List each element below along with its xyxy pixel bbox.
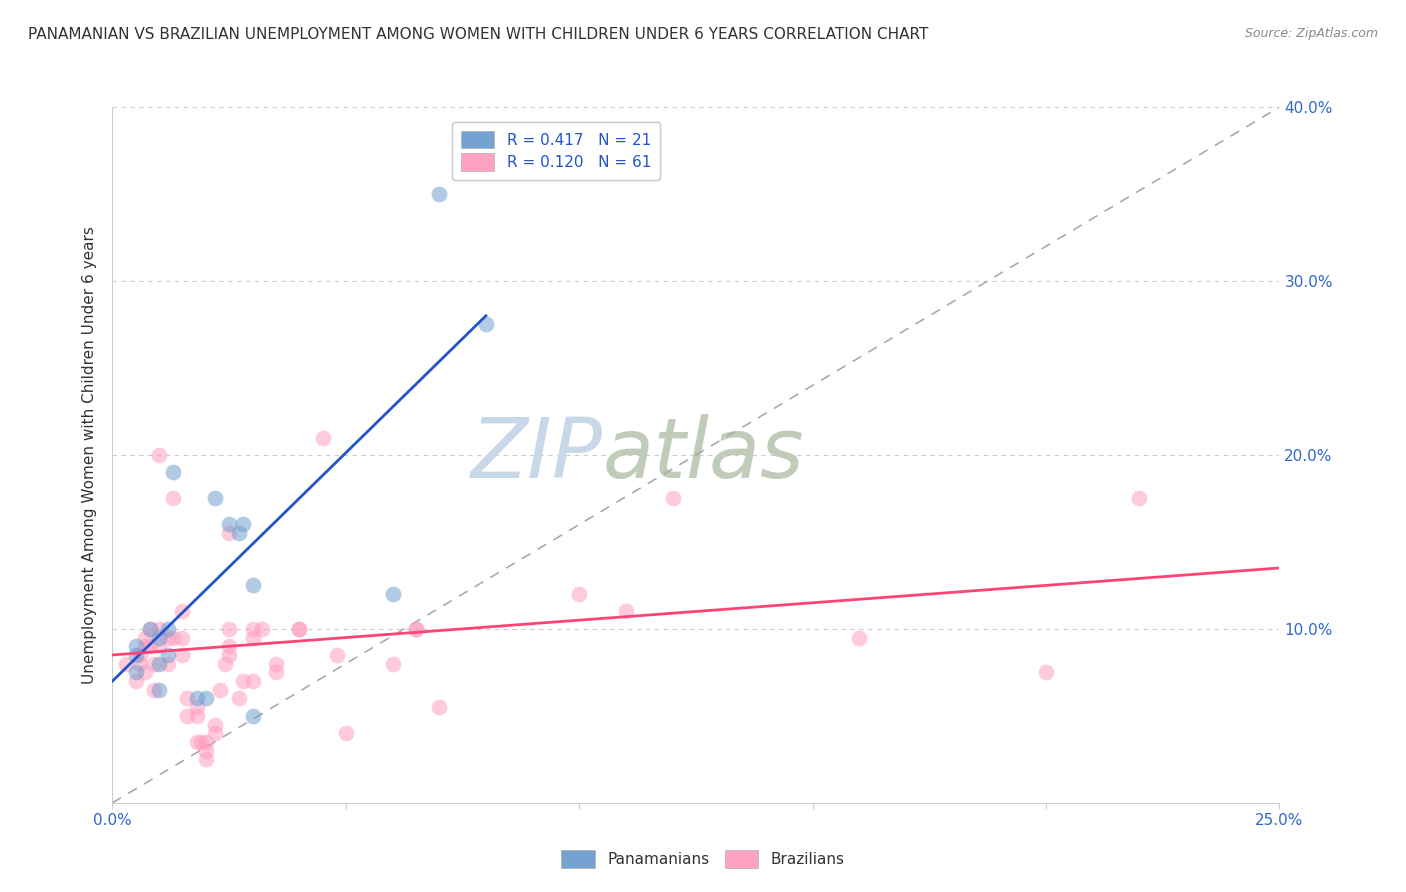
Legend: R = 0.417   N = 21, R = 0.120   N = 61: R = 0.417 N = 21, R = 0.120 N = 61 <box>451 121 661 180</box>
Point <box>218 639 240 653</box>
Text: ZIP: ZIP <box>471 415 603 495</box>
Point <box>148 622 170 636</box>
Point <box>1128 491 1150 506</box>
Point <box>125 674 148 689</box>
Point <box>172 631 194 645</box>
Point <box>208 682 231 697</box>
Point <box>162 631 184 645</box>
Point <box>176 691 198 706</box>
Point <box>157 657 180 671</box>
Text: Source: ZipAtlas.com: Source: ZipAtlas.com <box>1244 27 1378 40</box>
Point <box>129 657 152 671</box>
Point <box>242 708 264 723</box>
Point <box>139 622 162 636</box>
Point <box>134 665 156 680</box>
Point <box>162 491 184 506</box>
Point <box>134 631 156 645</box>
Point <box>232 674 254 689</box>
Point <box>172 648 194 662</box>
Point <box>186 735 208 749</box>
Point <box>427 700 450 714</box>
Point <box>1035 665 1057 680</box>
Point <box>218 622 240 636</box>
Point <box>214 657 236 671</box>
Point <box>848 631 870 645</box>
Text: PANAMANIAN VS BRAZILIAN UNEMPLOYMENT AMONG WOMEN WITH CHILDREN UNDER 6 YEARS COR: PANAMANIAN VS BRAZILIAN UNEMPLOYMENT AMO… <box>28 27 928 42</box>
Point <box>172 605 194 619</box>
Point <box>148 682 170 697</box>
Point <box>162 466 184 480</box>
Point <box>176 708 198 723</box>
Point <box>250 622 273 636</box>
Point <box>335 726 357 740</box>
Text: atlas: atlas <box>603 415 804 495</box>
Point <box>405 622 427 636</box>
Point <box>148 631 170 645</box>
Point <box>139 622 162 636</box>
Point <box>134 639 156 653</box>
Point <box>475 318 498 332</box>
Point <box>264 657 287 671</box>
Point <box>204 717 226 731</box>
Point <box>568 587 591 601</box>
Point <box>325 648 347 662</box>
Point <box>139 639 162 653</box>
Point <box>218 517 240 532</box>
Point <box>157 631 180 645</box>
Point <box>661 491 683 506</box>
Point <box>186 708 208 723</box>
Point <box>194 752 217 766</box>
Point <box>242 674 264 689</box>
Point <box>125 665 148 680</box>
Y-axis label: Unemployment Among Women with Children Under 6 years: Unemployment Among Women with Children U… <box>82 226 97 684</box>
Point <box>194 691 217 706</box>
Point <box>228 691 250 706</box>
Point <box>288 622 311 636</box>
Point <box>129 648 152 662</box>
Point <box>228 526 250 541</box>
Point <box>125 639 148 653</box>
Point <box>157 648 180 662</box>
Point <box>190 735 212 749</box>
Point <box>242 622 264 636</box>
Legend: Panamanians, Brazilians: Panamanians, Brazilians <box>554 843 852 875</box>
Point <box>218 648 240 662</box>
Point <box>288 622 311 636</box>
Point <box>242 631 264 645</box>
Point <box>143 682 166 697</box>
Point <box>194 735 217 749</box>
Point <box>143 657 166 671</box>
Point <box>204 491 226 506</box>
Point <box>614 605 637 619</box>
Point <box>157 622 180 636</box>
Point <box>148 657 170 671</box>
Point <box>311 431 333 445</box>
Point <box>427 187 450 202</box>
Point <box>186 691 208 706</box>
Point <box>218 526 240 541</box>
Point <box>381 657 404 671</box>
Point <box>125 648 148 662</box>
Point <box>232 517 254 532</box>
Point <box>204 726 226 740</box>
Point <box>264 665 287 680</box>
Point <box>405 622 427 636</box>
Point <box>242 578 264 592</box>
Point <box>194 744 217 758</box>
Point <box>148 448 170 462</box>
Point <box>381 587 404 601</box>
Point <box>186 700 208 714</box>
Point <box>148 639 170 653</box>
Point <box>115 657 138 671</box>
